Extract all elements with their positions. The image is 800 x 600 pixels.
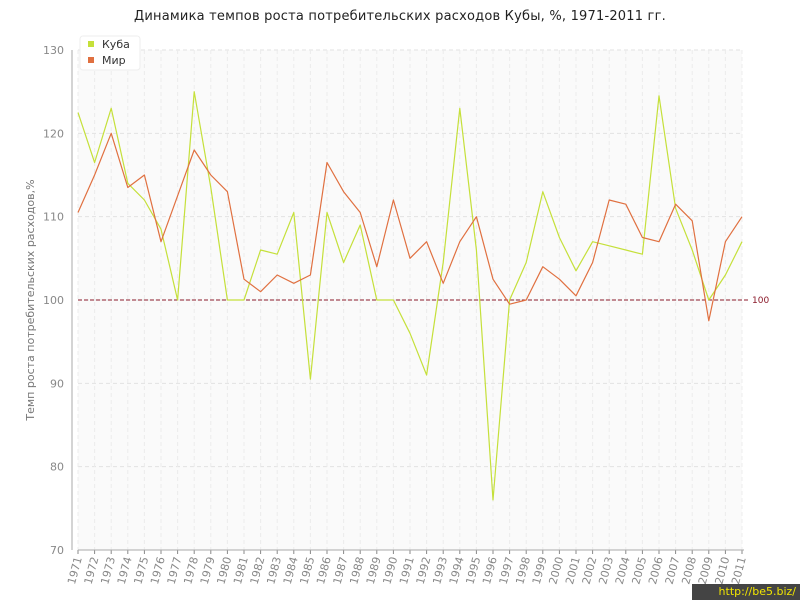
chart-title: Динамика темпов роста потребительских ра…	[134, 9, 666, 24]
y-axis-label: Темп роста потребительских расходов,%	[24, 179, 37, 421]
reference-line: 100	[78, 296, 769, 306]
reference-line-label: 100	[752, 296, 769, 306]
series-lines	[77, 91, 743, 501]
y-tick-label: 90	[50, 377, 64, 390]
legend[interactable]: Куба Мир	[79, 35, 141, 71]
x-tick-label: 2011	[729, 555, 749, 585]
legend-box	[79, 35, 141, 71]
y-tick-label: 130	[43, 44, 64, 57]
legend-label: Мир	[102, 54, 126, 67]
y-tick-label: 70	[50, 544, 64, 557]
legend-swatch	[88, 57, 94, 63]
series-line-cuba	[77, 91, 743, 501]
y-tick-label: 110	[43, 211, 64, 224]
watermark-link[interactable]: http://be5.biz/	[692, 584, 800, 600]
y-tick-label: 80	[50, 461, 64, 474]
legend-label: Куба	[102, 38, 130, 51]
y-tick-label: 100	[43, 294, 64, 307]
legend-swatch	[88, 41, 94, 47]
y-tick-label: 120	[43, 127, 64, 140]
series-line-world	[77, 132, 743, 322]
